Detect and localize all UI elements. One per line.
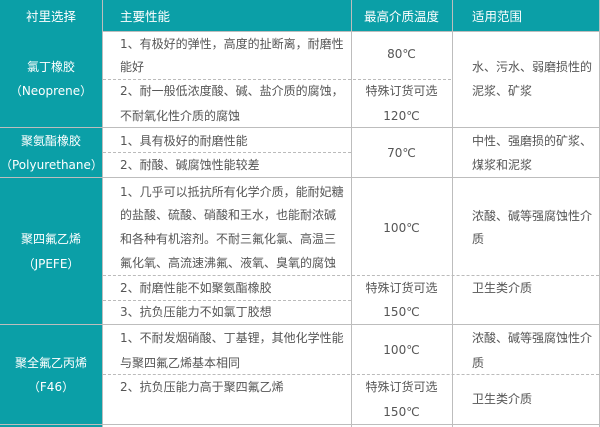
property-text: 不耐氧化性介质的腐蚀: [120, 109, 241, 123]
divider: [452, 0, 453, 427]
scope-text: 质: [472, 232, 485, 246]
scope-text: 中性、强磨损的矿浆、: [472, 134, 593, 148]
property-text: 1、具有极好的耐磨性能: [120, 134, 248, 148]
scope-text: 水、污水、弱磨损性的: [472, 60, 593, 74]
scope-text: 泥浆、矿浆: [472, 84, 533, 98]
max-temp: 150℃: [383, 305, 420, 319]
max-temp: 150℃: [383, 405, 420, 419]
dotted-divider: [103, 79, 451, 80]
divider: [0, 324, 600, 325]
lining-name-en: （JPEFE）: [22, 257, 80, 271]
max-temp-note: 特殊订货可选: [365, 84, 438, 98]
property-text: 2、抗负压能力高于聚四氟乙烯: [120, 380, 284, 394]
lining-name-en: （F46）: [27, 380, 75, 394]
header-max-temp: 最高介质温度: [363, 9, 439, 24]
scope-text: 质: [472, 356, 485, 370]
property-text: 与聚四氟乙烯基本相同: [120, 356, 241, 370]
property-text: 1、不耐发烟硝酸、丁基锂，其他化学性能: [120, 331, 344, 345]
scope-text: 煤浆和泥浆: [472, 158, 533, 172]
scope-text: 卫生类介质: [472, 281, 533, 295]
max-temp: 70℃: [387, 146, 416, 160]
divider: [102, 0, 103, 427]
lining-name: 聚全氟乙丙烯: [14, 356, 87, 370]
divider: [0, 424, 600, 425]
dotted-divider: [103, 374, 599, 375]
divider: [102, 31, 600, 32]
header-scope: 适用范围: [472, 9, 523, 24]
lining-name: 氯丁橡胶: [26, 60, 75, 74]
property-text: 能好: [120, 60, 145, 74]
property-text: 2、耐一般低浓度酸、碱、盐介质的腐蚀，: [120, 84, 344, 98]
property-text: 1、有极好的弹性，高度的扯断离，耐磨性: [120, 37, 344, 51]
scope-text: 浓酸、碱等强腐蚀性介: [472, 209, 593, 223]
scope-text: 卫生类介质: [472, 392, 533, 406]
dotted-divider: [103, 300, 351, 301]
divider: [351, 0, 352, 427]
lining-name-en: （Polyurethane）: [0, 158, 103, 172]
max-temp: 120℃: [383, 109, 420, 123]
lining-name: 聚四氟乙烯: [20, 232, 81, 246]
property-text: 3、抗负压能力不如氯丁胶想: [120, 305, 272, 319]
property-text: 2、耐磨性能不如聚氨酯橡胶: [120, 281, 272, 295]
dotted-divider: [103, 152, 351, 153]
divider: [0, 127, 600, 128]
max-temp: 100℃: [383, 221, 420, 235]
lining-name: 聚氨酯橡胶: [20, 134, 81, 148]
header-lining: 衬里选择: [25, 9, 76, 24]
property-text: 氟化氧、高流速沸氟、液氧、臭氧的腐蚀: [120, 256, 337, 270]
scope-text: 浓酸、碱等强腐蚀性介: [472, 331, 593, 345]
header-properties: 主要性能: [120, 9, 171, 24]
property-text: 和各种有机溶剂。不耐三氟化氯、高温三: [120, 232, 337, 246]
lining-name-en: （Neoprene）: [9, 84, 93, 98]
max-temp-note: 特殊订货可选: [365, 281, 438, 295]
header-row: [0, 0, 600, 31]
property-text: 1、几乎可以抵抗所有化学介质，能耐妃糖: [120, 185, 344, 199]
max-temp: 80℃: [387, 47, 416, 61]
max-temp-note: 特殊订货可选: [365, 380, 438, 394]
property-text: 2、耐酸、碱腐蚀性能较差: [120, 158, 260, 172]
property-text: 的盐酸、硫酸、硝酸和王水，也能耐浓碱: [120, 208, 337, 222]
first-column: [0, 31, 102, 427]
divider: [0, 177, 600, 178]
dotted-divider: [103, 275, 599, 276]
max-temp: 100℃: [383, 343, 420, 357]
